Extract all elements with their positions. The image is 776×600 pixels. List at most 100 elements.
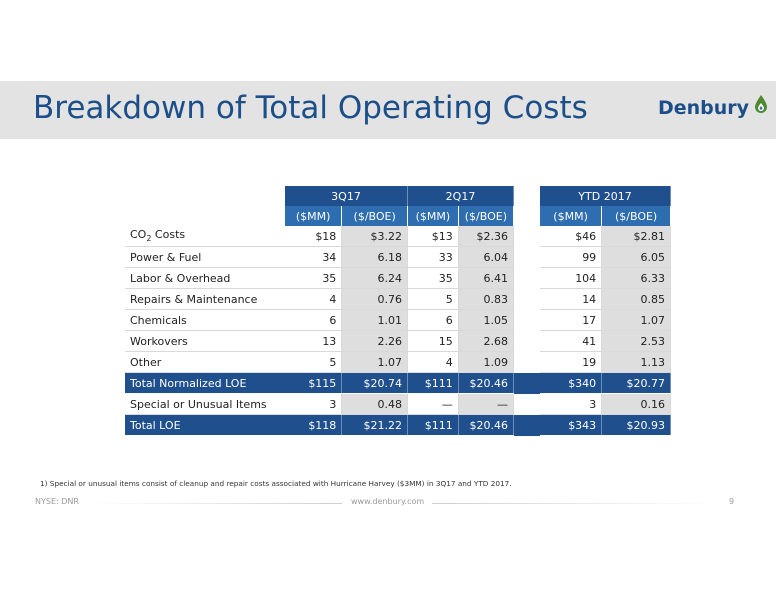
cell-3q17-boe: 1.01 [341, 309, 408, 331]
cell-ytd-mm: 17 [540, 309, 603, 331]
row-label: Special or Unusual Items [125, 393, 285, 415]
cell-2q17-mm: 5 [407, 288, 459, 310]
cell-3q17-mm: $115 [285, 372, 343, 394]
cell-ytd-mm: $340 [540, 372, 603, 394]
row-label: Repairs & Maintenance [125, 288, 285, 310]
cell-3q17-boe: 0.76 [341, 288, 408, 310]
special-items-row: Special or Unusual Items 3 0.48 — — 3 0.… [125, 393, 671, 415]
cell-3q17-boe: 6.18 [341, 246, 408, 268]
cell-3q17-mm: 35 [285, 267, 343, 289]
row-label: Power & Fuel [125, 246, 285, 268]
cell-ytd-mm: 104 [540, 267, 603, 289]
cell-3q17-mm: $18 [285, 226, 343, 247]
footer-divider [90, 503, 342, 504]
table-row: Labor & Overhead 35 6.24 35 6.41 104 6.3… [125, 267, 671, 289]
table-row: Repairs & Maintenance 4 0.76 5 0.83 14 0… [125, 288, 671, 310]
cell-3q17-mm: 5 [285, 351, 343, 373]
cell-ytd-mm: $46 [540, 226, 603, 247]
cell-3q17-boe: 1.07 [341, 351, 408, 373]
cell-ytd-mm: 41 [540, 330, 603, 352]
cell-ytd-mm: 14 [540, 288, 603, 310]
cell-2q17-mm: — [407, 393, 459, 415]
cell-3q17-boe: 2.26 [341, 330, 408, 352]
cell-2q17-mm: 4 [407, 351, 459, 373]
slide-title: Breakdown of Total Operating Costs [33, 90, 588, 126]
unit-header: ($/BOE) [458, 206, 515, 226]
footer-website-link[interactable]: www.denbury.com [351, 497, 425, 506]
cell-ytd-boe: $20.77 [601, 372, 671, 394]
cell-2q17-mm: 35 [407, 267, 459, 289]
cell-ytd-boe: 0.85 [601, 288, 671, 310]
cell-ytd-boe: $20.93 [601, 414, 671, 436]
footnote: 1) Special or unusual items consist of c… [40, 479, 512, 488]
unit-header: ($MM) [285, 206, 343, 226]
table-row: Workovers 13 2.26 15 2.68 41 2.53 [125, 330, 671, 352]
cell-2q17-mm: 15 [407, 330, 459, 352]
table-row: Chemicals 6 1.01 6 1.05 17 1.07 [125, 309, 671, 331]
cell-ytd-boe: 1.13 [601, 351, 671, 373]
group-2q17: 2Q17 [407, 186, 514, 206]
cell-2q17-boe: 2.68 [458, 330, 515, 352]
cell-ytd-mm: 99 [540, 246, 603, 268]
group-3q17: 3Q17 [285, 186, 408, 206]
cell-ytd-boe: 6.05 [601, 246, 671, 268]
table-row: Power & Fuel 34 6.18 33 6.04 99 6.05 [125, 246, 671, 268]
cell-2q17-boe: — [458, 393, 515, 415]
cell-3q17-mm: 34 [285, 246, 343, 268]
cell-2q17-mm: $111 [407, 414, 459, 436]
cell-3q17-mm: $118 [285, 414, 343, 436]
cell-ytd-boe: 1.07 [601, 309, 671, 331]
cell-3q17-boe: $20.74 [341, 372, 408, 394]
row-label: Other [125, 351, 285, 373]
group-header-row: 3Q17 2Q17 YTD 2017 [125, 186, 671, 206]
cell-ytd-boe: 6.33 [601, 267, 671, 289]
row-label: Workovers [125, 330, 285, 352]
cell-2q17-boe: 1.09 [458, 351, 515, 373]
cell-ytd-boe: $2.81 [601, 226, 671, 247]
total-loe-row: Total LOE $118 $21.22 $111 $20.46 $343 $… [125, 414, 671, 436]
cell-2q17-boe: $20.46 [458, 372, 515, 394]
cell-2q17-boe: 1.05 [458, 309, 515, 331]
cell-2q17-mm: $111 [407, 372, 459, 394]
cell-3q17-mm: 13 [285, 330, 343, 352]
row-label: Total LOE [125, 414, 285, 436]
unit-header: ($/BOE) [601, 206, 671, 226]
cell-2q17-mm: 33 [407, 246, 459, 268]
unit-header-row: ($MM) ($/BOE) ($MM) ($/BOE) ($MM) ($/BOE… [125, 206, 671, 226]
cell-ytd-mm: $343 [540, 414, 603, 436]
cell-2q17-mm: 6 [407, 309, 459, 331]
cell-2q17-boe: $20.46 [458, 414, 515, 436]
cell-2q17-boe: 6.04 [458, 246, 515, 268]
cell-ytd-mm: 3 [540, 393, 603, 415]
cell-2q17-mm: $13 [407, 226, 459, 247]
cell-ytd-mm: 19 [540, 351, 603, 373]
total-normalized-row: Total Normalized LOE $115 $20.74 $111 $2… [125, 372, 671, 394]
group-ytd2017: YTD 2017 [540, 186, 671, 206]
cell-2q17-boe: 6.41 [458, 267, 515, 289]
cell-3q17-boe: $3.22 [341, 226, 408, 247]
cell-3q17-boe: 0.48 [341, 393, 408, 415]
cell-2q17-boe: $2.36 [458, 226, 515, 247]
logo-text: Denbury [658, 97, 750, 119]
cell-3q17-boe: $21.22 [341, 414, 408, 436]
unit-header: ($MM) [540, 206, 603, 226]
operating-costs-table: 3Q17 2Q17 YTD 2017 ($MM) ($/BOE) ($MM) (… [125, 186, 671, 436]
cell-ytd-boe: 0.16 [601, 393, 671, 415]
cell-ytd-boe: 2.53 [601, 330, 671, 352]
row-label: CO2 Costs [125, 226, 285, 247]
title-band [0, 81, 776, 139]
row-label: Labor & Overhead [125, 267, 285, 289]
footer-ticker: NYSE: DNR [35, 497, 79, 506]
company-logo: Denbury [658, 95, 767, 125]
table-row: Other 5 1.07 4 1.09 19 1.13 [125, 351, 671, 373]
footer-divider [432, 503, 717, 504]
row-label: Chemicals [125, 309, 285, 331]
page-number: 9 [729, 497, 735, 506]
table-row: CO2 Costs $18 $3.22 $13 $2.36 $46 $2.81 [125, 226, 671, 247]
cell-3q17-mm: 3 [285, 393, 343, 415]
row-label: Total Normalized LOE [125, 372, 285, 394]
cell-3q17-boe: 6.24 [341, 267, 408, 289]
unit-header: ($MM) [407, 206, 459, 226]
cell-2q17-boe: 0.83 [458, 288, 515, 310]
cell-3q17-mm: 4 [285, 288, 343, 310]
